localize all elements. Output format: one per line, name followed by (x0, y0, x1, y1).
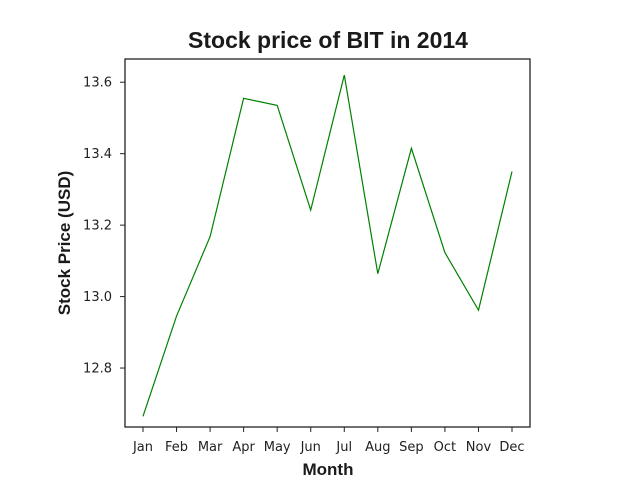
series-layer (142, 74, 513, 417)
x-tick-label: Jul (335, 440, 352, 455)
x-tick-label: May (264, 440, 291, 455)
series-line-0 (142, 74, 513, 417)
chart-title: Stock price of BIT in 2014 (188, 27, 468, 53)
x-tick-label: Aug (365, 440, 390, 455)
x-axis-title: Month (303, 460, 354, 479)
x-tick-label: Jun (300, 440, 321, 455)
y-tick-label: 12.8 (83, 362, 112, 377)
x-tick-label: Sep (399, 440, 424, 455)
y-axis-title: Stock Price (USD) (55, 171, 74, 316)
x-tick-label: Feb (165, 440, 188, 455)
x-tick-label: Apr (232, 440, 255, 455)
x-tick-label: Nov (466, 440, 492, 455)
x-tick-label: Mar (198, 440, 223, 455)
plot-area-frame (124, 58, 531, 428)
x-axis-ticks: Jan Feb Mar Apr May Jun Jul Aug Sep Oct Nov Dec (132, 427, 525, 455)
y-tick-label: 13.6 (83, 76, 112, 91)
y-tick-label: 13.4 (83, 147, 112, 162)
y-tick-label: 13.2 (83, 219, 112, 234)
x-tick-label: Dec (499, 440, 524, 455)
y-axis-ticks: 12.8 13.0 13.2 13.4 13.6 (83, 76, 125, 377)
x-tick-label: Jan (132, 440, 153, 455)
x-tick-label: Oct (434, 440, 456, 455)
y-tick-label: 13.0 (83, 290, 112, 305)
